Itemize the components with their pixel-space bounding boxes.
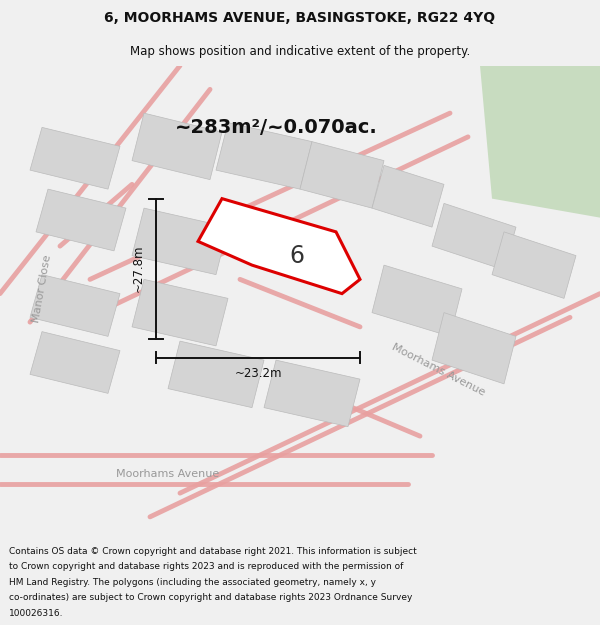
Polygon shape [198, 199, 360, 294]
Polygon shape [264, 360, 360, 427]
Polygon shape [168, 341, 264, 408]
Text: Map shows position and indicative extent of the property.: Map shows position and indicative extent… [130, 45, 470, 58]
Text: Manor Close: Manor Close [31, 254, 53, 324]
Text: HM Land Registry. The polygons (including the associated geometry, namely x, y: HM Land Registry. The polygons (includin… [9, 578, 376, 587]
Text: to Crown copyright and database rights 2023 and is reproduced with the permissio: to Crown copyright and database rights 2… [9, 562, 403, 571]
Text: Moorhams Avenue: Moorhams Avenue [390, 342, 486, 398]
Polygon shape [216, 122, 312, 189]
Text: 6, MOORHAMS AVENUE, BASINGSTOKE, RG22 4YQ: 6, MOORHAMS AVENUE, BASINGSTOKE, RG22 4Y… [104, 11, 496, 26]
Polygon shape [30, 274, 120, 336]
Polygon shape [30, 127, 120, 189]
Polygon shape [132, 113, 222, 179]
Polygon shape [492, 232, 576, 298]
Polygon shape [36, 189, 126, 251]
Polygon shape [480, 66, 600, 218]
Text: co-ordinates) are subject to Crown copyright and database rights 2023 Ordnance S: co-ordinates) are subject to Crown copyr… [9, 593, 412, 602]
Polygon shape [132, 279, 228, 346]
Polygon shape [132, 208, 228, 274]
Text: 100026316.: 100026316. [9, 609, 64, 618]
Text: Moorhams Avenue: Moorhams Avenue [116, 469, 220, 479]
Text: Contains OS data © Crown copyright and database right 2021. This information is : Contains OS data © Crown copyright and d… [9, 546, 417, 556]
Polygon shape [432, 312, 516, 384]
Text: ~23.2m: ~23.2m [234, 368, 282, 380]
Text: ~27.8m: ~27.8m [132, 245, 145, 292]
Polygon shape [372, 166, 444, 227]
Polygon shape [300, 142, 384, 208]
Polygon shape [30, 332, 120, 393]
Polygon shape [372, 265, 462, 336]
Text: 6: 6 [290, 244, 305, 268]
Polygon shape [432, 203, 516, 270]
Text: ~283m²/~0.070ac.: ~283m²/~0.070ac. [175, 118, 377, 137]
